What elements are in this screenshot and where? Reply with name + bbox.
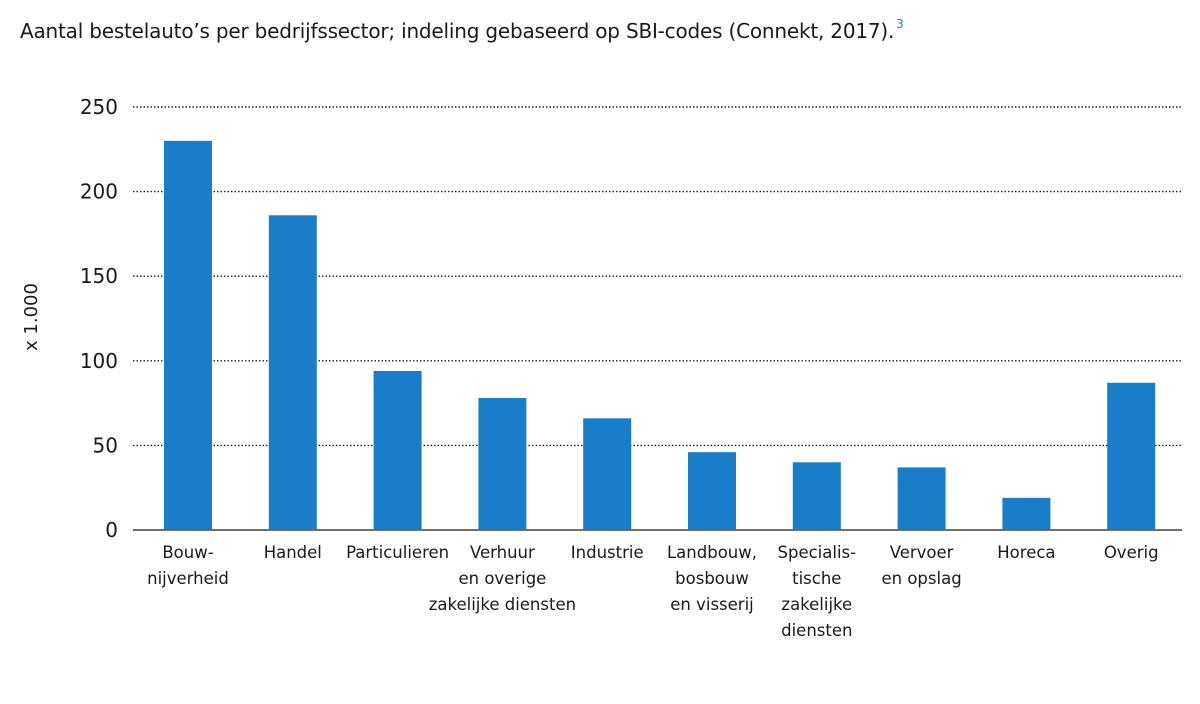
- bar: [164, 140, 212, 530]
- bar: [373, 370, 422, 530]
- x-tick-label: Handel: [264, 543, 322, 562]
- chart-title-footnote: 3: [896, 17, 904, 32]
- x-tick-label: Horeca: [997, 543, 1055, 562]
- x-axis-categories: Bouw-nijverheid Handel Particulieren Verhuu…: [147, 543, 1158, 640]
- y-tick-label: 250: [80, 95, 118, 119]
- bar: [1002, 497, 1051, 530]
- chart-title-text: Aantal bestelauto’s per bedrijfssector; …: [20, 19, 895, 43]
- x-tick-label: Verhuur en overige zakelijke diensten: [429, 543, 576, 614]
- y-tick-label: 50: [93, 433, 118, 457]
- x-tick-label: Overig: [1104, 543, 1159, 562]
- bar: [268, 215, 317, 530]
- bar: [792, 462, 841, 530]
- x-tick-label: Bouw-nijverheid: [147, 543, 229, 588]
- bar: [897, 467, 946, 530]
- y-tick-label: 0: [105, 518, 118, 542]
- x-tick-label: Particulieren: [346, 543, 449, 562]
- chart-title: Aantal bestelauto’s per bedrijfssector; …: [20, 17, 904, 43]
- y-axis-label: x 1.000: [21, 283, 42, 351]
- x-tick-label: Specialis-tische zakelijke diensten: [778, 543, 857, 640]
- y-tick-label: 150: [80, 264, 118, 288]
- bar: [583, 418, 632, 530]
- bars: [164, 140, 1156, 530]
- bar: [1107, 382, 1156, 530]
- x-tick-label: Landbouw, bosbouw en visserij: [667, 543, 757, 614]
- y-axis: 0 50 100 150 200 250: [80, 95, 118, 542]
- bar: [478, 398, 527, 530]
- y-tick-label: 200: [80, 180, 118, 204]
- x-tick-label: Industrie: [571, 543, 644, 562]
- y-tick-label: 100: [80, 349, 118, 373]
- bar: [688, 452, 736, 530]
- x-tick-label: Vervoer en opslag: [881, 543, 961, 588]
